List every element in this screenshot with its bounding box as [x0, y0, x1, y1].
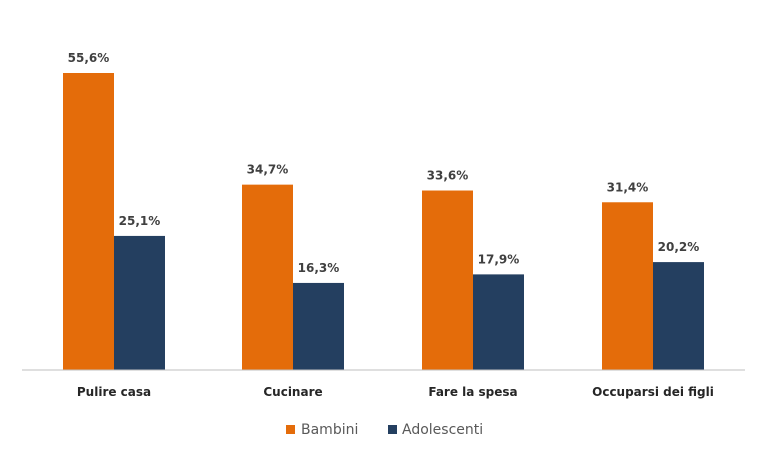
- legend-label-bambini: Bambini: [301, 422, 358, 438]
- data-label: 55,6%: [68, 51, 110, 65]
- bar-adolescenti-2: [473, 274, 524, 370]
- legend-swatch-bambini: [286, 425, 295, 434]
- data-label: 16,3%: [298, 261, 340, 275]
- category-label: Pulire casa: [77, 385, 151, 399]
- data-label: 34,7%: [247, 163, 289, 177]
- legend: Bambini Adolescenti: [286, 422, 483, 438]
- data-label: 20,2%: [658, 240, 700, 254]
- legend-swatch-adolescenti: [388, 425, 397, 434]
- bar-bambini-2: [422, 190, 473, 370]
- category-label: Fare la spesa: [428, 385, 517, 399]
- data-label: 31,4%: [607, 180, 649, 194]
- bar-adolescenti-1: [293, 282, 344, 370]
- category-labels: Pulire casa Cucinare Fare la spesa Occupars…: [77, 385, 714, 399]
- bar-bambini-3: [602, 202, 653, 370]
- bar-bambini-0: [63, 73, 114, 370]
- legend-label-adolescenti: Adolescenti: [402, 422, 483, 438]
- category-label: Occuparsi dei figli: [592, 385, 714, 399]
- bars: 55,6% 25,1% 34,7% 16,3% 33,6% 17,9% 31,4% 20,2%: [63, 51, 704, 370]
- data-label: 17,9%: [478, 252, 520, 266]
- data-label: 25,1%: [119, 214, 161, 228]
- data-label: 33,6%: [427, 169, 469, 183]
- bar-bambini-1: [242, 184, 293, 370]
- category-label: Cucinare: [263, 385, 322, 399]
- bar-adolescenti-3: [653, 262, 704, 370]
- bar-adolescenti-0: [114, 235, 165, 370]
